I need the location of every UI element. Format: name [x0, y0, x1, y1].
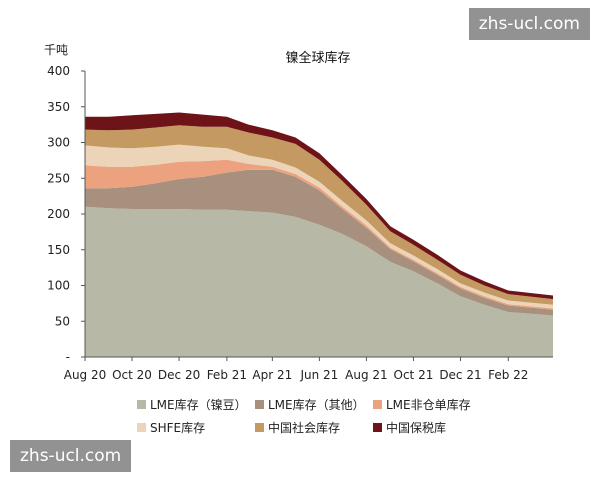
y-tick-label: 350: [47, 100, 70, 114]
watermark-top: zhs-ucl.com: [468, 8, 590, 40]
legend-swatch: [137, 400, 146, 409]
legend-label: LME库存（其他）: [268, 397, 365, 412]
chart-title: 镍全球库存: [285, 50, 350, 66]
x-tick-label: Aug 21: [345, 368, 388, 382]
legend-label: LME库存（镍豆）: [150, 397, 247, 412]
legend: LME库存（镍豆） LME库存（其他） LME非仓单库存 SHFE库存 中国社会库存 中国…: [137, 397, 471, 435]
y-tick-label: 50: [55, 314, 70, 328]
y-tick-label: 300: [47, 136, 70, 150]
x-tick-label: Jun 21: [299, 368, 338, 382]
x-tick-label: Apr 21: [252, 368, 292, 382]
area-series-1: [85, 206, 553, 357]
x-tick-label: Feb 22: [488, 368, 528, 382]
legend-swatch: [373, 423, 382, 432]
y-tick-label: 200: [47, 207, 70, 221]
legend-swatch: [373, 400, 382, 409]
x-tick-label: Oct 20: [112, 368, 152, 382]
area-series-4: [85, 144, 553, 309]
legend-label: LME非仓单库存: [386, 397, 471, 412]
x-tick-label: Feb 21: [207, 368, 247, 382]
legend-swatch: [255, 423, 264, 432]
watermark-bottom: zhs-ucl.com: [10, 440, 132, 472]
area-series-group: [85, 112, 553, 357]
area-series-3: [85, 159, 553, 310]
axes-group: - 50 100 150 200 250 300 350 400 Aug 20 Oct 20 Dec …: [47, 64, 553, 382]
y-tick-label: -: [66, 350, 70, 364]
legend-swatch: [137, 423, 146, 432]
x-tick-label: Dec 20: [158, 368, 200, 382]
x-tick-label: Dec 21: [439, 368, 481, 382]
y-tick-label: 100: [47, 279, 70, 293]
area-series-5: [85, 125, 553, 305]
y-tick-label: 150: [47, 243, 70, 257]
x-tick-label: Aug 20: [64, 368, 107, 382]
y-axis-unit-label: 千吨: [44, 43, 68, 57]
legend-swatch: [255, 400, 264, 409]
legend-label: SHFE库存: [150, 420, 205, 435]
x-tick-label: Oct 21: [394, 368, 434, 382]
legend-label: 中国社会库存: [268, 420, 340, 435]
area-series-2: [85, 169, 553, 316]
y-tick-label: 400: [47, 64, 70, 78]
y-tick-label: 250: [47, 171, 70, 185]
legend-label: 中国保税库: [386, 420, 446, 435]
